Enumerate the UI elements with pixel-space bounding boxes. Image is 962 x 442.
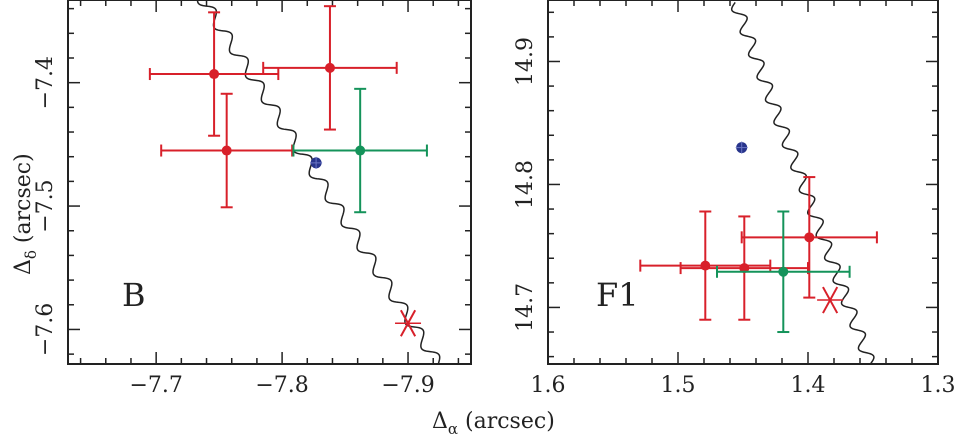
panel-f1-label: F1 <box>596 276 639 314</box>
panel-b-red-point <box>324 62 335 73</box>
y-axis-label: Δδ (arcsec) <box>11 153 40 275</box>
panel-b-y-tick-label: −7.6 <box>33 303 58 356</box>
panel-b-red-point <box>221 145 232 156</box>
x-axis-label: Δα (arcsec) <box>432 409 555 438</box>
panel-f1-wiggle-curve <box>730 2 875 364</box>
x-axis-label-symbol: Δ <box>432 409 448 434</box>
y-axis-label-symbol: Δ <box>11 259 36 275</box>
panel-f1-x-tick-label: 1.5 <box>661 373 696 398</box>
panel-b-x-tick-label: −7.9 <box>381 373 434 398</box>
panel-f1-frame <box>547 0 939 365</box>
y-axis-label-unit: (arcsec) <box>11 153 36 250</box>
panel-f1-red-point <box>804 232 815 243</box>
panel-b-y-tick-label: −7.4 <box>33 56 58 109</box>
panel-f1-y-tick-label: 14.8 <box>513 160 538 209</box>
panel-f1-red-point <box>700 260 711 271</box>
panel-b-green-point <box>355 145 366 156</box>
chart-marks: −7.7 −7.8 −7.9 −7.4 −7.5 −7.6 1.6 1.5 1.4 1.3 14.7… <box>33 0 956 398</box>
panel-b-x-tick-label: −7.8 <box>255 373 308 398</box>
panel-b-label: B <box>122 276 146 314</box>
panel-f1-x-tick-label: 1.4 <box>791 373 826 398</box>
y-axis-label-subscript: δ <box>22 250 40 259</box>
panel-f1-red-point <box>739 263 750 274</box>
panel-b-y-tick-label: −7.5 <box>33 179 58 232</box>
panel-f1-green-point <box>778 266 789 277</box>
panel-f1-x-tick-label: 1.3 <box>921 373 956 398</box>
panel-b-red-point <box>209 69 220 80</box>
panel-f1-y-tick-label: 14.9 <box>513 37 538 86</box>
panel-f1-x-tick-label: 1.6 <box>531 373 566 398</box>
panel-b-wiggle-curve <box>196 0 441 364</box>
x-axis-label-subscript: α <box>448 420 458 438</box>
panel-b-x-tick-label: −7.7 <box>129 373 182 398</box>
panel-f1-y-tick-label: 14.7 <box>513 283 538 332</box>
x-axis-label-unit: (arcsec) <box>458 409 555 434</box>
